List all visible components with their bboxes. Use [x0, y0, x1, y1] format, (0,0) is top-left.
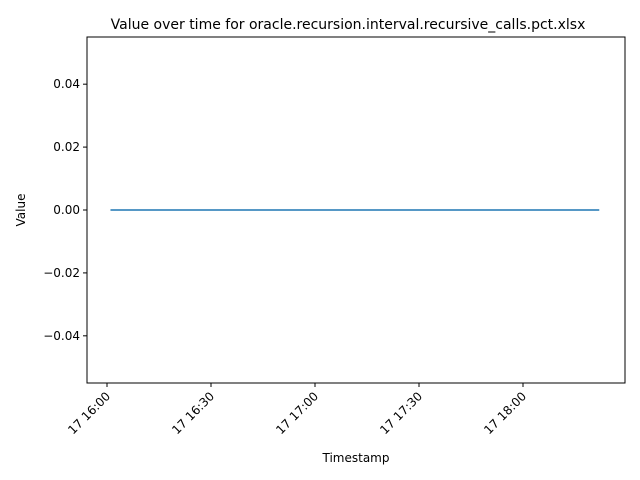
x-tick-label: 17 16:30 [169, 389, 217, 437]
y-tick-label: 0.00 [53, 203, 80, 217]
y-axis-label: Value [14, 194, 28, 227]
x-tick-label: 17 16:00 [65, 389, 113, 437]
x-tick-label: 17 17:30 [377, 389, 425, 437]
chart-title: Value over time for oracle.recursion.int… [111, 17, 586, 33]
y-tick-label: −0.02 [43, 266, 80, 280]
x-axis-ticks: 17 16:00 17 16:30 17 17:00 17 17:30 17 18:00 [65, 383, 529, 437]
x-tick-label: 17 18:00 [481, 389, 529, 437]
y-tick-label: −0.04 [43, 329, 80, 343]
y-tick-label: 0.02 [53, 140, 80, 154]
x-tick-label: 17 17:00 [273, 389, 321, 437]
x-axis-label: Timestamp [322, 451, 390, 465]
y-tick-label: 0.04 [53, 77, 80, 91]
y-axis-ticks: −0.04 −0.02 0.00 0.02 0.04 [43, 77, 87, 343]
